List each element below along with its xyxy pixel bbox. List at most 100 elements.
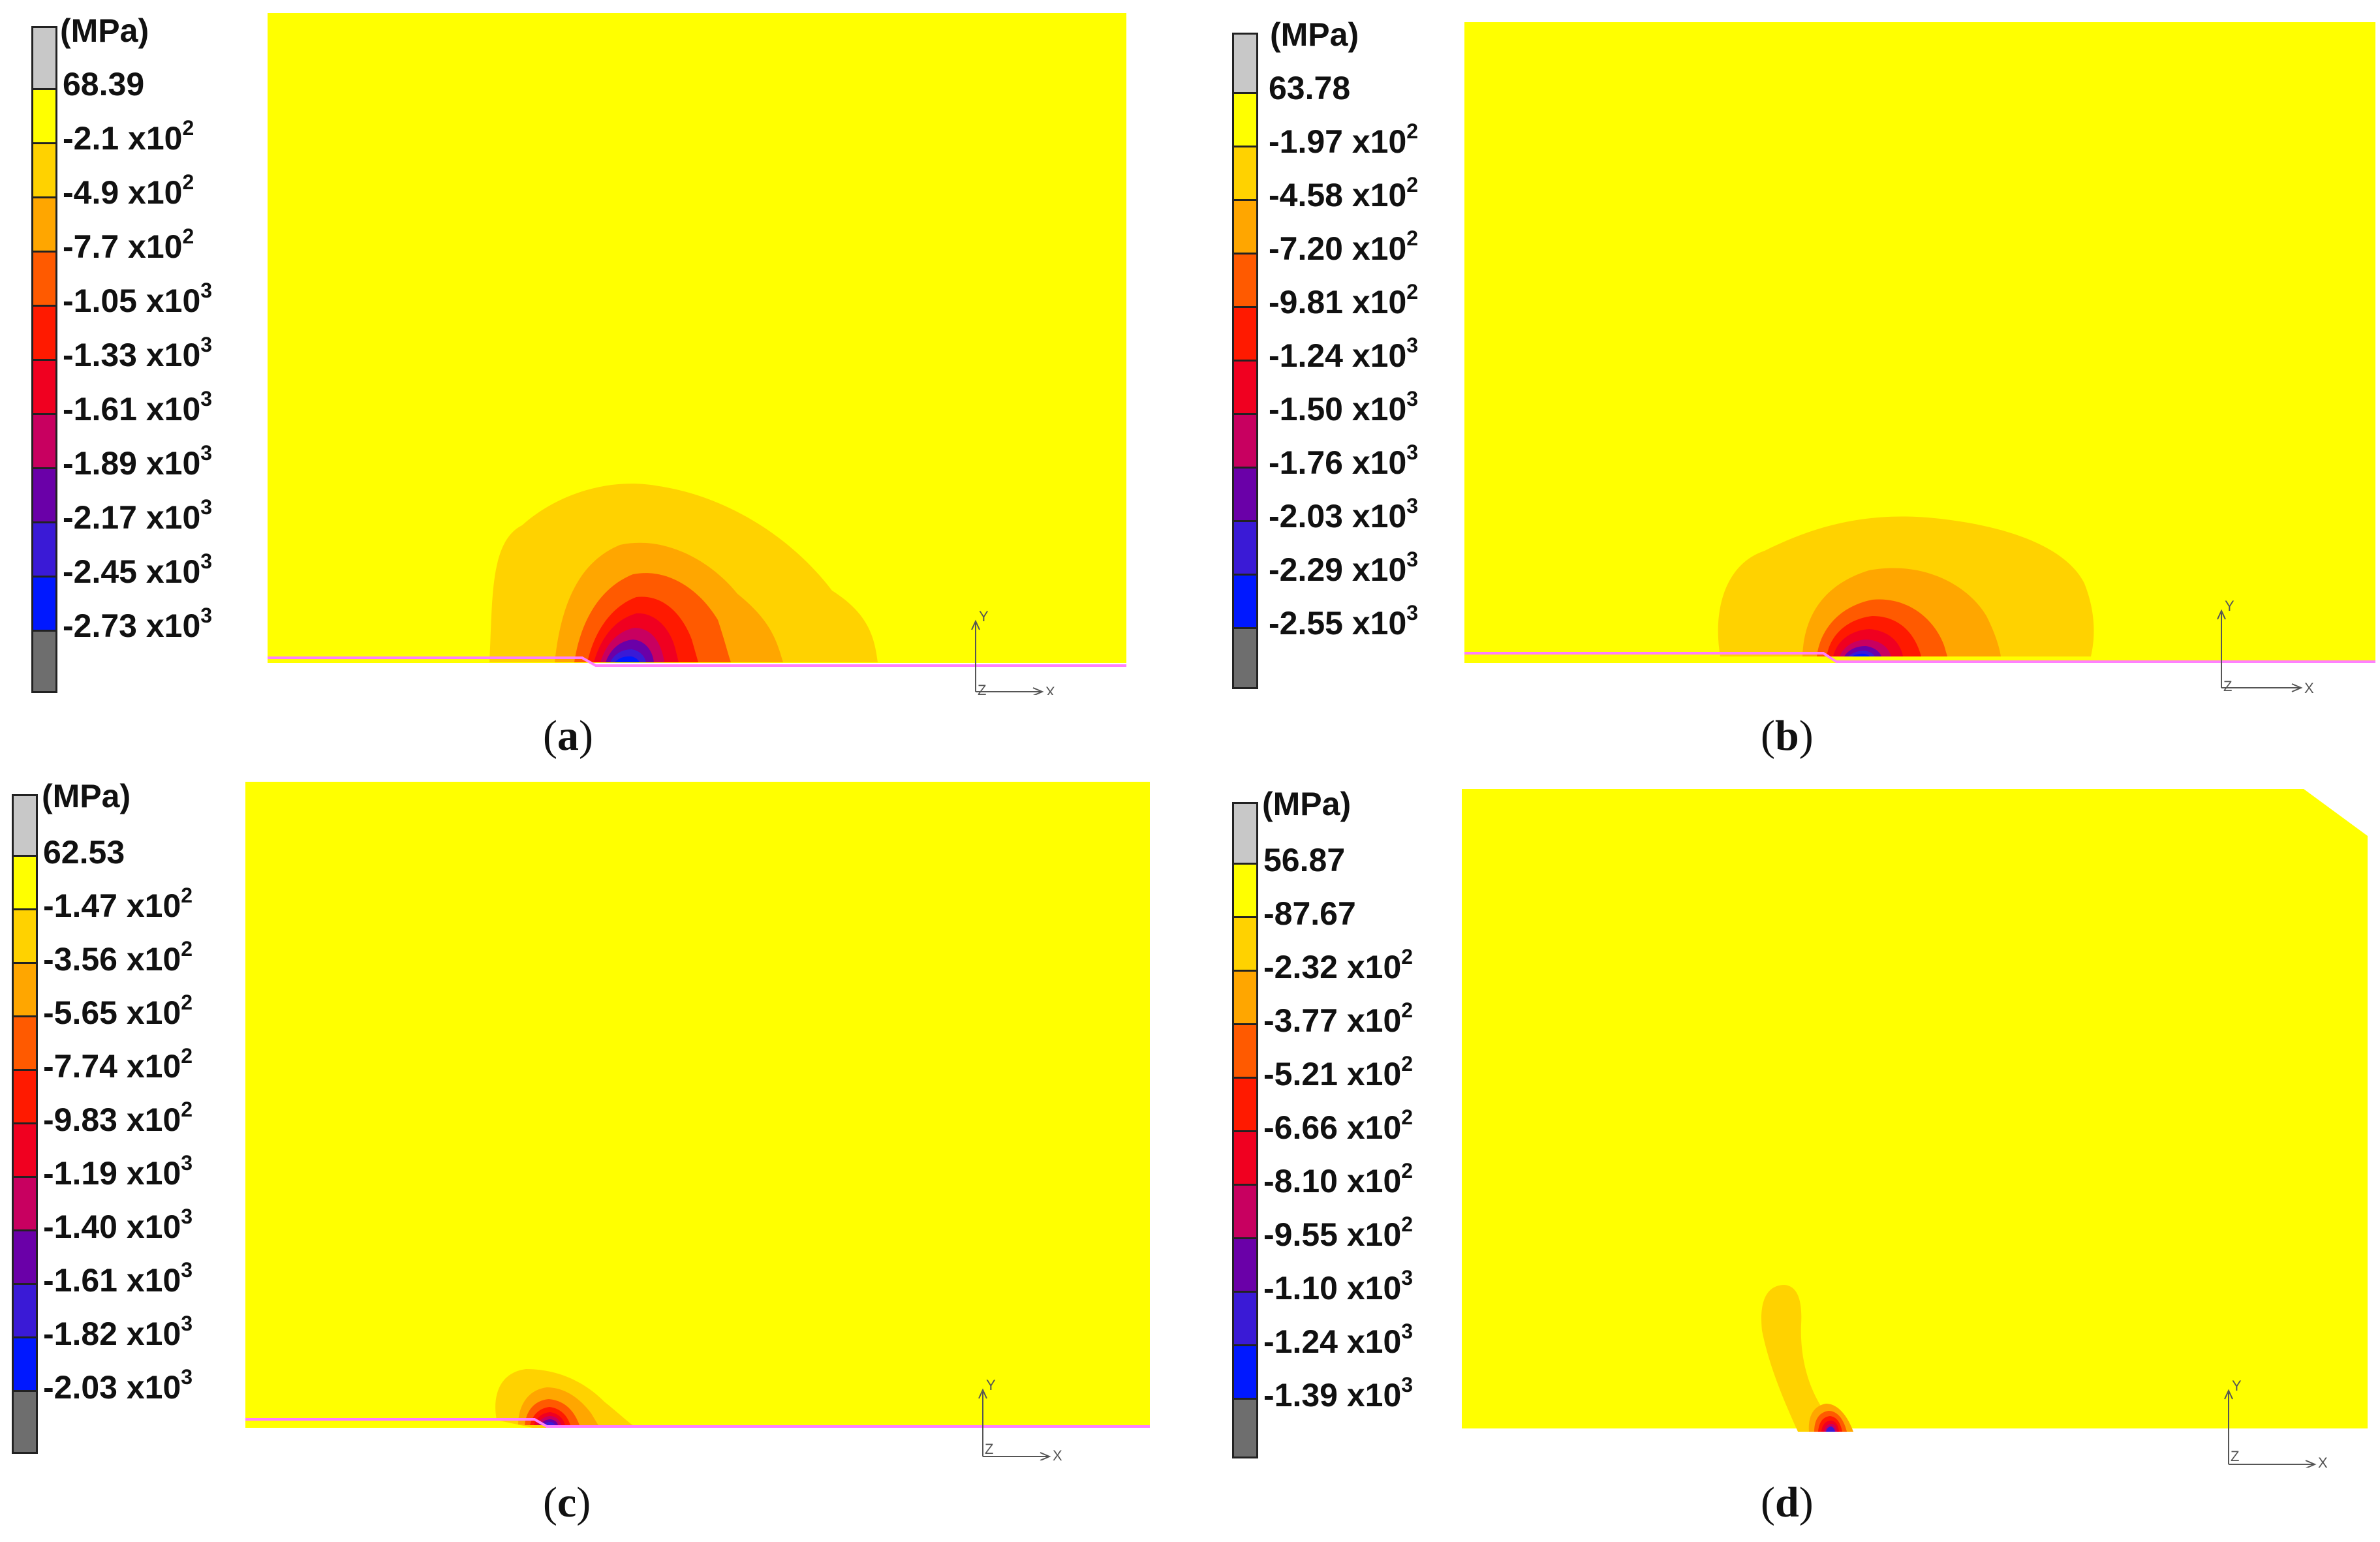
legend-swatch	[33, 576, 55, 630]
x-axis-label: X	[1053, 1447, 1062, 1460]
panel-b: (MPa) 63.78 -1.97 x102 -4.58 x102 -7.20 …	[1199, 0, 2380, 771]
legend-swatch	[14, 1336, 36, 1390]
color-legend-bar	[1232, 802, 1258, 1458]
legend-tick	[1234, 1130, 1256, 1132]
legend-label: -87.67	[1263, 895, 1356, 932]
legend-label: -1.40 x103	[43, 1205, 193, 1245]
legend-tick	[1234, 467, 1256, 469]
legend-swatch	[33, 413, 55, 467]
legend-label: -1.10 x103	[1263, 1266, 1414, 1306]
legend-tick	[1234, 146, 1256, 147]
legend-tick	[1234, 574, 1256, 576]
legend-swatch	[14, 1229, 36, 1283]
legend-tick	[1234, 863, 1256, 865]
legend-swatch	[1234, 1023, 1256, 1077]
legend-tick	[1234, 1291, 1256, 1293]
legend-tick	[1234, 92, 1256, 94]
legend-tick	[33, 88, 55, 90]
y-axis-label: Y	[2225, 598, 2234, 614]
legend-swatch	[14, 1069, 36, 1122]
z-axis-label: Z	[2231, 1448, 2239, 1464]
legend-label: -1.50 x103	[1269, 387, 1419, 427]
contour-plot: Y X Z	[268, 13, 1126, 695]
legend-swatch	[14, 1176, 36, 1229]
legend-tick	[14, 1176, 36, 1178]
workpiece-field	[245, 782, 1150, 1428]
legend-unit: (MPa)	[1270, 16, 1359, 53]
legend-unit: (MPa)	[42, 778, 131, 814]
legend-swatch	[14, 1283, 36, 1336]
legend-swatch	[1234, 1344, 1256, 1398]
legend-swatch	[1234, 146, 1256, 199]
x-axis-label: X	[2318, 1455, 2328, 1468]
legend-swatch	[1234, 520, 1256, 574]
legend-tick	[33, 142, 55, 144]
legend-swatch	[1234, 627, 1256, 687]
legend-unit: (MPa)	[1262, 786, 1352, 822]
legend-label: -3.77 x102	[1263, 998, 1414, 1039]
legend-swatch	[33, 359, 55, 413]
legend-tick	[1234, 1023, 1256, 1025]
legend-label: -1.61 x103	[43, 1258, 193, 1299]
contour-plot: Y X Z	[245, 782, 1150, 1460]
z-axis-label: Z	[985, 1441, 993, 1457]
legend-tick	[1234, 253, 1256, 254]
legend-tick	[33, 196, 55, 198]
legend-tick	[14, 1390, 36, 1392]
x-axis-arrowhead	[2305, 1460, 2317, 1468]
legend-label: -2.29 x103	[1269, 547, 1419, 588]
legend-label: -6.66 x102	[1263, 1105, 1414, 1146]
legend-label: -1.33 x103	[63, 333, 213, 373]
legend-swatch	[14, 1390, 36, 1452]
legend-tick	[14, 1283, 36, 1285]
legend-label: -2.17 x103	[63, 495, 213, 536]
legend-tick	[33, 521, 55, 523]
legend-swatch	[1234, 413, 1256, 467]
legend-label: -2.1 x102	[63, 116, 194, 157]
legend-swatch	[1234, 863, 1256, 916]
y-axis-arrowhead	[2224, 1389, 2233, 1400]
panel-caption: (d)	[1761, 1479, 1814, 1526]
legend-swatch	[14, 962, 36, 1015]
legend-tick	[14, 1122, 36, 1124]
legend-label: -8.10 x102	[1263, 1159, 1414, 1199]
legend-label: 68.39	[63, 66, 145, 102]
legend-unit: (MPa)	[60, 12, 149, 49]
legend-swatch	[1234, 467, 1256, 520]
legend-swatch	[1234, 35, 1256, 92]
contour-plot: Y X Z	[1464, 22, 2375, 694]
legend-label: -7.20 x102	[1269, 226, 1419, 267]
panel-caption: (a)	[543, 712, 593, 760]
legend-label: -5.21 x102	[1263, 1052, 1414, 1092]
legend-swatch	[1234, 199, 1256, 253]
legend-swatch	[1234, 1398, 1256, 1457]
legend-label: -1.05 x103	[63, 279, 213, 319]
y-axis-label: Y	[2232, 1378, 2242, 1394]
x-axis-label: X	[2304, 680, 2314, 694]
legend-swatch	[1234, 92, 1256, 146]
legend-swatch	[33, 251, 55, 305]
z-axis-label: Z	[978, 682, 986, 695]
legend-swatch	[1234, 970, 1256, 1023]
legend-swatch	[33, 196, 55, 251]
legend-label: -1.82 x103	[43, 1312, 193, 1352]
legend-label: 63.78	[1269, 70, 1351, 106]
y-axis-arrowhead	[2217, 609, 2226, 620]
legend-swatch	[1234, 804, 1256, 863]
legend-label: -1.39 x103	[1263, 1373, 1414, 1413]
legend-swatch	[1234, 1077, 1256, 1130]
legend-swatch	[33, 142, 55, 196]
legend-swatch	[1234, 1237, 1256, 1291]
legend-label: -2.55 x103	[1269, 601, 1419, 641]
legend-tick	[1234, 520, 1256, 522]
legend-swatch	[33, 521, 55, 576]
legend-tick	[14, 1069, 36, 1071]
legend-label: -1.19 x103	[43, 1151, 193, 1192]
legend-swatch	[33, 630, 55, 691]
contour-band	[1761, 1285, 1847, 1432]
contour-band	[1826, 1426, 1835, 1432]
legend-label: -1.24 x103	[1269, 333, 1419, 374]
legend-label: -2.03 x103	[43, 1365, 193, 1406]
legend-tick	[1234, 1237, 1256, 1239]
contour-plot: Y X Z	[1462, 789, 2368, 1468]
